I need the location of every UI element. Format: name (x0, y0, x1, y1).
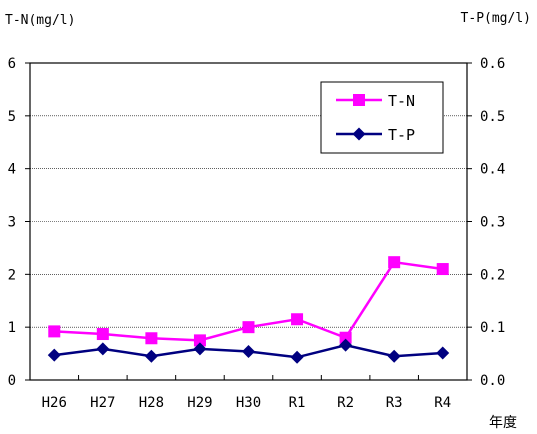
tp-marker (339, 338, 353, 352)
x-tick-label: H26 (42, 395, 67, 411)
legend-item: T-P (336, 126, 415, 144)
y-left-axis-title: T-N(mg/l) (5, 13, 75, 28)
tn-marker (48, 325, 61, 338)
tn-marker (339, 331, 352, 344)
x-tick-label: R1 (289, 395, 306, 411)
x-tick-label: H29 (187, 395, 212, 411)
y-right-tick-label: 0.3 (480, 215, 505, 231)
tp-marker (352, 127, 366, 141)
tp-marker (144, 349, 158, 363)
y-left-tick-label: 5 (8, 109, 16, 125)
y-right-axis-title: T-P(mg/l) (461, 11, 531, 26)
series-group (47, 256, 450, 364)
y-right-tick-label: 0.6 (480, 56, 505, 72)
x-tick-label: R2 (337, 395, 354, 411)
tn-marker (291, 313, 304, 326)
legend-label: T-P (388, 126, 415, 144)
tn-marker (436, 263, 449, 276)
x-axis-title: 年度 (489, 415, 517, 431)
y-left-tick-label: 2 (8, 267, 16, 283)
tp-marker (96, 342, 110, 356)
y-right-tick-label: 0.4 (480, 162, 505, 178)
tp-marker (387, 349, 401, 363)
y-left-tick-label: 1 (8, 320, 16, 336)
x-tick-label: H30 (236, 395, 261, 411)
y-left-tick-label: 6 (8, 56, 16, 72)
y-left-ticks: 0 1 2 3 4 5 6 (8, 56, 30, 389)
gridlines (30, 115, 467, 328)
y-right-tick-label: 0.5 (480, 109, 505, 125)
tn-marker (145, 332, 158, 345)
y-right-ticks: 0.0 0.1 0.2 0.3 0.4 0.5 0.6 (467, 56, 505, 389)
legend: T-N T-P (320, 81, 444, 154)
y-left-tick-label: 3 (8, 215, 16, 231)
tp-marker (193, 342, 207, 356)
tp-marker (242, 344, 255, 358)
x-tick-label: R3 (386, 395, 403, 411)
y-right-tick-label: 0.1 (480, 320, 505, 336)
legend-item: T-N (336, 92, 415, 110)
tp-marker (290, 350, 304, 364)
tn-marker (96, 328, 109, 341)
tn-marker (353, 94, 365, 106)
tp-marker (47, 348, 61, 362)
legend-label: T-N (388, 92, 415, 110)
x-tick-label: H27 (90, 395, 115, 411)
legend-box (320, 81, 444, 154)
x-tick-label: R4 (434, 395, 451, 411)
y-left-tick-label: 4 (8, 162, 16, 178)
y-left-tick-label: 0 (8, 373, 16, 389)
y-right-tick-label: 0.2 (480, 267, 505, 283)
y-right-tick-label: 0.0 (480, 373, 505, 389)
x-tick-label: H28 (139, 395, 164, 411)
tn-marker (388, 256, 401, 269)
series-tp (47, 338, 450, 364)
tn-marker (193, 334, 206, 347)
x-ticks: H26 H27 H28 H29 H30 R1 R2 R3 R4 (29, 375, 468, 411)
tp-marker (436, 346, 450, 360)
series-tn (48, 256, 449, 347)
tn-marker (242, 321, 255, 334)
